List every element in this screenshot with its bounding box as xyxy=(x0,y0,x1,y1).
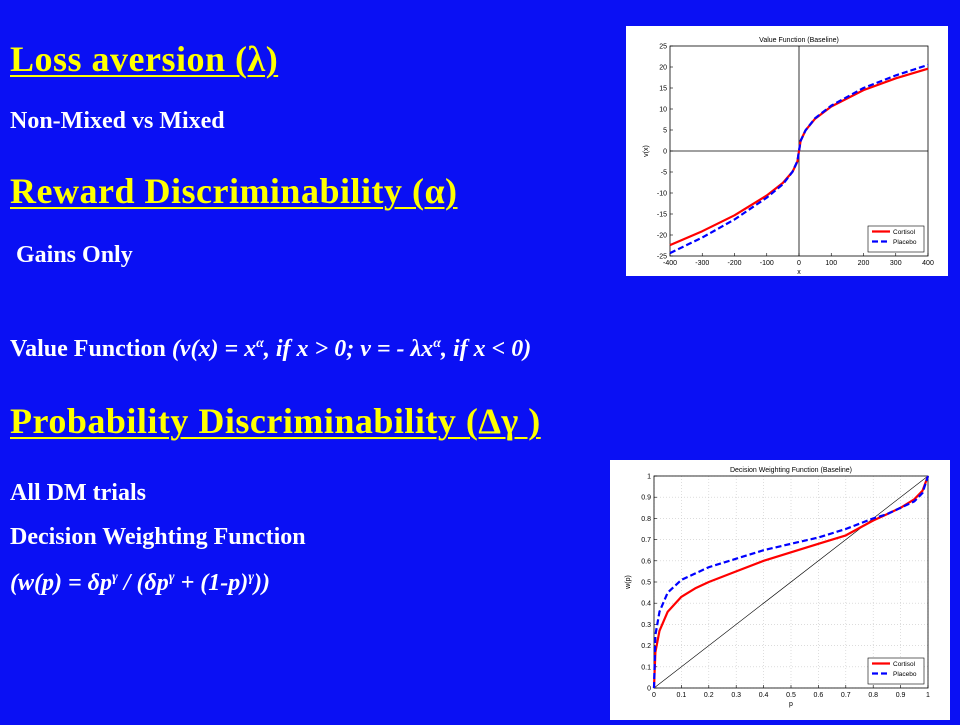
series-line-placebo xyxy=(669,63,929,255)
legend-box xyxy=(867,225,925,253)
legend-label-placebo: Placebo xyxy=(893,671,917,678)
y-tick-label: 0.3 xyxy=(641,622,651,629)
dwf-gamma-3: γ xyxy=(248,570,255,585)
y-tick-label: -10 xyxy=(657,191,667,198)
y-tick-label: -15 xyxy=(657,212,667,219)
x-tick-label: 300 xyxy=(890,260,902,267)
x-tick-label: 1 xyxy=(926,692,930,699)
x-tick-label: 0.9 xyxy=(896,692,906,699)
x-tick-label: 400 xyxy=(922,260,934,267)
x-tick-label: 100 xyxy=(825,260,837,267)
y-tick-label: 0.6 xyxy=(641,558,651,565)
reference-diagonal-line xyxy=(653,475,929,689)
x-axis-label: p xyxy=(789,701,793,708)
x-tick-label: -300 xyxy=(695,260,709,267)
chart-title: Value Function (Baseline) xyxy=(759,37,839,44)
x-tick-label: 0.6 xyxy=(814,692,824,699)
sub-all-dm-trials: All DM trials xyxy=(10,480,146,506)
y-tick-label: -20 xyxy=(657,233,667,240)
y-tick-label: 25 xyxy=(659,44,667,51)
x-tick-label: 0.5 xyxy=(786,692,796,699)
y-tick-label: 10 xyxy=(659,107,667,114)
value-function-chart-svg: -400 -300 -200 -100 0 100 200 300 400-25-20-15-1… xyxy=(643,37,934,276)
value-function-chart: -400 -300 -200 -100 0 100 200 300 400 -25 -20 -15 -1… xyxy=(626,26,948,276)
x-tick-label: 0 xyxy=(797,260,801,267)
sub-gains-only: Gains Only xyxy=(10,242,133,268)
x-tick-label: 0 xyxy=(652,692,656,699)
x-tick-label: 0.1 xyxy=(677,692,687,699)
heading-reward-discriminability: Reward Discriminability (α) xyxy=(10,171,458,211)
x-tick-label: 0.8 xyxy=(868,692,878,699)
value-function-label: Value Function xyxy=(10,336,166,362)
y-tick-label: 0 xyxy=(647,686,651,693)
dwf-part-d: )) xyxy=(254,570,271,596)
dwf-part-a: (w(p) = δp xyxy=(10,570,112,596)
decision-weighting-label: Decision Weighting Function xyxy=(10,524,306,550)
dwf-gamma-2: γ xyxy=(168,570,175,585)
legend-box xyxy=(867,657,925,685)
dwf-part-b: / (δp xyxy=(117,570,169,596)
legend-label-cortisol: Cortisol xyxy=(893,229,916,236)
x-tick-label: -400 xyxy=(663,260,677,267)
y-tick-label: 0.8 xyxy=(641,516,651,523)
x-tick-label: 0.3 xyxy=(731,692,741,699)
x-tick-label: 0.4 xyxy=(759,692,769,699)
y-tick-label: 1 xyxy=(647,474,651,481)
vf-part-a: (v(x) = x xyxy=(171,336,257,362)
y-tick-label: -5 xyxy=(661,170,667,177)
value-function-expression: (v(x) = xα, if x > 0; v = - λxα, if x < … xyxy=(172,336,531,362)
x-tick-label: -200 xyxy=(727,260,741,267)
legend-label-placebo: Placebo xyxy=(893,239,917,246)
chart-title: Decision Weighting Function (Baseline) xyxy=(730,467,852,474)
dwf-gamma-1: γ xyxy=(111,570,118,585)
y-tick-label: 5 xyxy=(663,128,667,135)
legend-label-cortisol: Cortisol xyxy=(893,661,916,668)
x-tick-label: 0.7 xyxy=(841,692,851,699)
y-tick-label: 0.1 xyxy=(641,664,651,671)
series-line-cortisol xyxy=(669,67,929,247)
x-tick-label: 0.2 xyxy=(704,692,714,699)
series-line-cortisol xyxy=(652,475,930,689)
dwf-part-c: + (1-p) xyxy=(174,570,249,596)
series-line-placebo xyxy=(652,475,930,689)
sub-non-mixed-vs-mixed: Non-Mixed vs Mixed xyxy=(10,108,225,134)
y-tick-label: 0.9 xyxy=(641,495,651,502)
x-tick-label: -100 xyxy=(760,260,774,267)
heading-probability-discriminability: Probability Discriminability (Δγ ) xyxy=(10,401,541,441)
value-function-formula: Value Function (v(x) = xα, if x > 0; v =… xyxy=(10,336,531,363)
y-tick-label: 0 xyxy=(663,149,667,156)
y-tick-label: 0.4 xyxy=(641,601,651,608)
y-tick-label: 0.5 xyxy=(641,580,651,587)
decision-weighting-formula: (w(p) = δpγ / (δpγ + (1-p)γ)) xyxy=(10,570,270,597)
x-tick-label: 200 xyxy=(858,260,870,267)
y-tick-label: 15 xyxy=(659,86,667,93)
x-axis-label: x xyxy=(797,269,801,276)
vf-alpha-2: α xyxy=(433,336,441,351)
decision-weighting-chart: 0 0.1 0.2 0.3 0.4 0.5 0.6 0.7 0.8 0.9 1 0 0.1 0.2 0.3 0… xyxy=(610,460,950,720)
y-axis-label: w(p) xyxy=(625,575,632,590)
vf-part-c: , if x < 0) xyxy=(440,336,532,362)
y-tick-label: 0.7 xyxy=(641,537,651,544)
y-tick-label: 0.2 xyxy=(641,643,651,650)
vf-part-b: , if x > 0; v = - λx xyxy=(263,336,434,362)
decision-weighting-chart-svg: 0 0.1 0.2 0.3 0.4 0.5 0.6 0.7 0.8 0.9 1 0 0.1 0.2 0.3 0… xyxy=(625,467,930,708)
heading-loss-aversion: Loss aversion (λ) xyxy=(10,39,279,79)
y-tick-label: -25 xyxy=(657,254,667,261)
y-axis-label: v(x) xyxy=(643,145,650,157)
vf-alpha-1: α xyxy=(256,336,264,351)
y-tick-label: 20 xyxy=(659,65,667,72)
